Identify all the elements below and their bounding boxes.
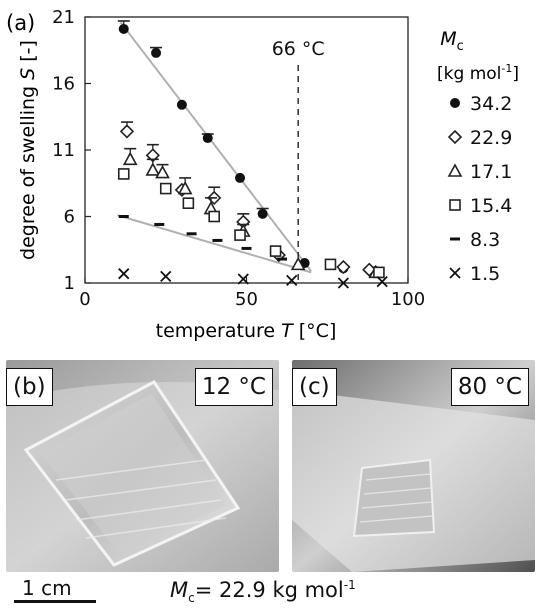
x-tick-label: 0 — [79, 289, 90, 310]
plot-frame — [84, 16, 409, 284]
series-8.3 — [118, 215, 288, 261]
vertical-marker: 66 °C — [272, 38, 325, 283]
legend-marker-diamond — [447, 129, 463, 145]
series-17.1 — [122, 147, 384, 279]
y-tick-label: 21 — [52, 7, 75, 28]
series-15.4 — [117, 168, 385, 279]
legend: Mc [kg mol-1] 34.2 22.9 17.1 15.4 8.3 1.5 — [437, 28, 519, 285]
legend-label: 8.3 — [470, 229, 500, 251]
x-axis-title: temperature T [°C] — [156, 320, 337, 342]
point-circle — [202, 133, 213, 144]
point-square — [182, 197, 195, 209]
point-cross — [160, 270, 172, 282]
point-triangle — [155, 164, 170, 179]
y-tick-label: 11 — [52, 140, 75, 161]
scale-bar — [14, 600, 96, 603]
photo-c: (c) 80 °C — [292, 360, 535, 572]
series-22.9 — [119, 121, 377, 277]
panel-a-label: (a) — [6, 11, 35, 35]
photo-c-temperature: 80 °C — [450, 368, 529, 406]
fit-line — [117, 214, 312, 274]
legend-label: 17.1 — [470, 161, 512, 183]
point-diamond — [336, 259, 351, 275]
legend-marker-circle — [450, 98, 460, 108]
legend-marker-square — [449, 199, 461, 211]
scale-bar-label: 1 cm — [22, 576, 72, 600]
point-square — [117, 168, 130, 180]
point-cross — [286, 274, 298, 286]
legend-unit: [kg mol-1] — [437, 62, 519, 84]
legend-label: 34.2 — [470, 93, 512, 115]
vline-label: 66 °C — [272, 38, 325, 60]
y-tick-label: 16 — [52, 74, 75, 95]
photo-b-label: (b) — [6, 368, 53, 406]
legend-marker-cross — [449, 267, 461, 279]
data-points — [117, 20, 388, 289]
point-square — [324, 258, 337, 271]
point-circle — [118, 23, 129, 34]
point-cross — [237, 273, 249, 285]
point-circle — [235, 172, 246, 183]
point-cross — [376, 276, 388, 288]
y-axis-title: degree of swelling S [-] — [17, 40, 39, 260]
photo-c-label: (c) — [292, 368, 337, 406]
photo-b: (b) 12 °C — [6, 360, 279, 572]
point-cross — [118, 268, 130, 280]
legend-label: 15.4 — [470, 195, 512, 217]
legend-title: Mc — [440, 28, 464, 54]
point-diamond — [119, 124, 135, 139]
y-tick-label: 6 — [64, 207, 75, 228]
fit-line — [119, 21, 312, 272]
legend-label: 22.9 — [470, 127, 512, 149]
caption: Mc= 22.9 kg mol-1 — [170, 578, 356, 606]
series-1.5 — [118, 268, 388, 289]
y-tick-label: 1 — [64, 273, 75, 294]
point-triangle — [122, 151, 138, 166]
point-triangle — [177, 180, 193, 195]
point-circle — [176, 99, 187, 110]
point-circle — [151, 47, 162, 58]
point-square — [208, 210, 220, 223]
photo-b-temperature: 12 °C — [194, 368, 273, 406]
point-square — [373, 266, 385, 279]
point-cross — [337, 277, 350, 289]
point-triangle — [145, 162, 161, 176]
x-tick-label: 50 — [235, 289, 258, 310]
point-circle — [257, 208, 268, 219]
legend-label: 1.5 — [470, 263, 500, 285]
fit-lines — [117, 21, 312, 274]
point-square — [159, 182, 172, 195]
x-tick-label: 100 — [391, 289, 425, 310]
series-34.2 — [117, 20, 381, 277]
legend-marker-triangle — [447, 163, 463, 177]
point-square — [234, 229, 246, 241]
point-square — [269, 245, 282, 257]
point-triangle — [290, 256, 306, 271]
